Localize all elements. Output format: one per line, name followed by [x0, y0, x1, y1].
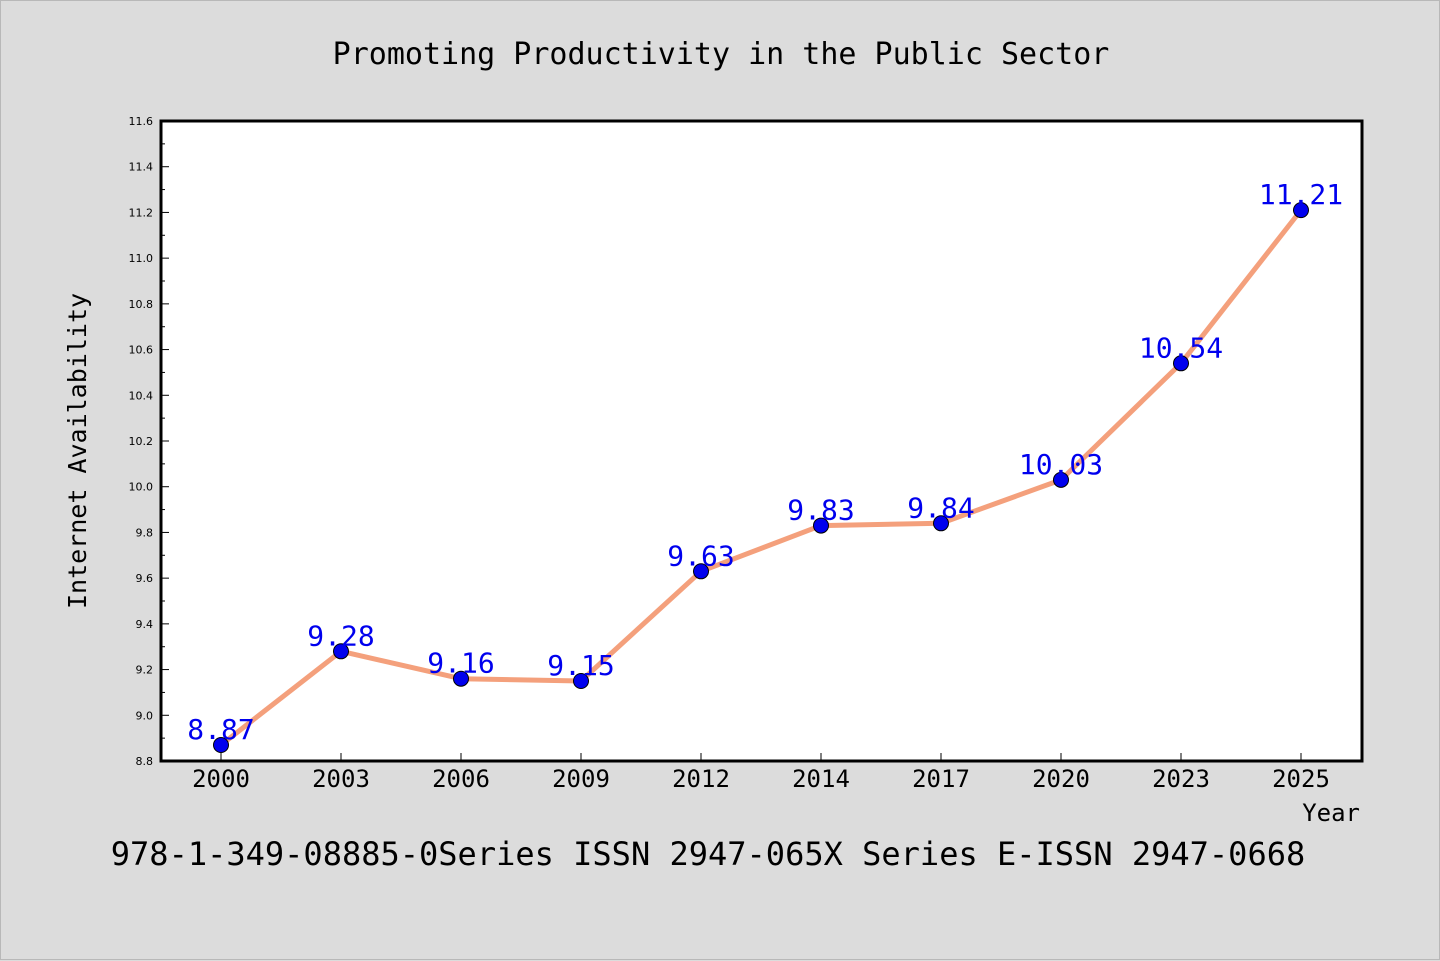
data-label: 9.28 — [307, 619, 374, 652]
data-label: 9.16 — [427, 647, 494, 680]
data-label: 10.54 — [1139, 331, 1223, 364]
series-line — [218, 207, 1304, 748]
chart-title: Promoting Productivity in the Public Sec… — [333, 37, 1110, 72]
y-tick-label: 9.4 — [136, 618, 154, 631]
y-tick-label: 9.2 — [136, 664, 154, 677]
x-tick-label: 2006 — [432, 765, 490, 793]
data-point — [1293, 202, 1309, 219]
data-point — [453, 670, 469, 687]
data-point — [1173, 355, 1189, 372]
y-tick-label: 11.6 — [129, 115, 154, 128]
data-label: 9.15 — [547, 649, 614, 682]
x-tick-label: 2023 — [1152, 765, 1210, 793]
y-tick-label: 9.6 — [136, 572, 154, 585]
data-label: 9.83 — [787, 494, 854, 527]
data-point — [693, 563, 709, 580]
x-tick-label: 2014 — [792, 765, 850, 793]
data-label: 10.03 — [1019, 448, 1103, 481]
data-point — [213, 737, 229, 753]
y-tick-label: 10.0 — [129, 481, 154, 494]
y-tick-label: 10.8 — [129, 298, 154, 311]
data-label: 9.63 — [667, 539, 734, 572]
y-tick-label: 11.2 — [129, 206, 154, 219]
data-point — [333, 643, 349, 660]
data-point — [933, 515, 949, 532]
x-tick-label: 2025 — [1272, 765, 1330, 793]
x-tick-label: 2017 — [912, 765, 970, 793]
footer-text: 978-1-349-08885-0Series ISSN 2947-065X S… — [111, 835, 1305, 873]
y-tick-label: 10.6 — [129, 344, 154, 357]
series-line-group: 8.87 9.28 9.16 9.15 9.63 9.83 9.84 10.03 10.54 11… — [187, 178, 1343, 753]
x-axis: 2000 2003 2006 2009 2012 2014 2017 2020 2023 2025 — [192, 753, 1330, 793]
data-point — [573, 673, 589, 689]
y-tick-label: 11.0 — [129, 252, 154, 265]
plot-area — [159, 119, 1364, 763]
x-tick-label: 2003 — [312, 765, 370, 793]
x-axis-label: Year — [1302, 799, 1360, 827]
data-point — [1053, 471, 1069, 488]
x-tick-label: 2009 — [552, 765, 610, 793]
y-tick-label: 9.8 — [136, 526, 154, 539]
y-tick-label: 9.0 — [136, 709, 154, 722]
x-tick-label: 2020 — [1032, 765, 1090, 793]
data-label: 8.87 — [187, 713, 254, 746]
y-tick-label: 8.8 — [136, 755, 154, 768]
y-tick-label: 10.4 — [129, 389, 154, 402]
y-tick-label: 10.2 — [129, 435, 154, 448]
x-tick-label: 2000 — [192, 765, 250, 793]
data-point — [813, 517, 829, 534]
y-axis-label: Internet Availability — [63, 293, 92, 609]
x-tick-label: 2012 — [672, 765, 730, 793]
data-label: 11.21 — [1259, 178, 1343, 211]
y-tick-label: 11.4 — [129, 161, 154, 174]
data-label: 9.84 — [907, 491, 974, 524]
y-axis: 8.8 9.0 9.2 9.4 9.6 9.8 10.0 10.2 10.4 10.6 10.8 11… — [129, 115, 169, 768]
